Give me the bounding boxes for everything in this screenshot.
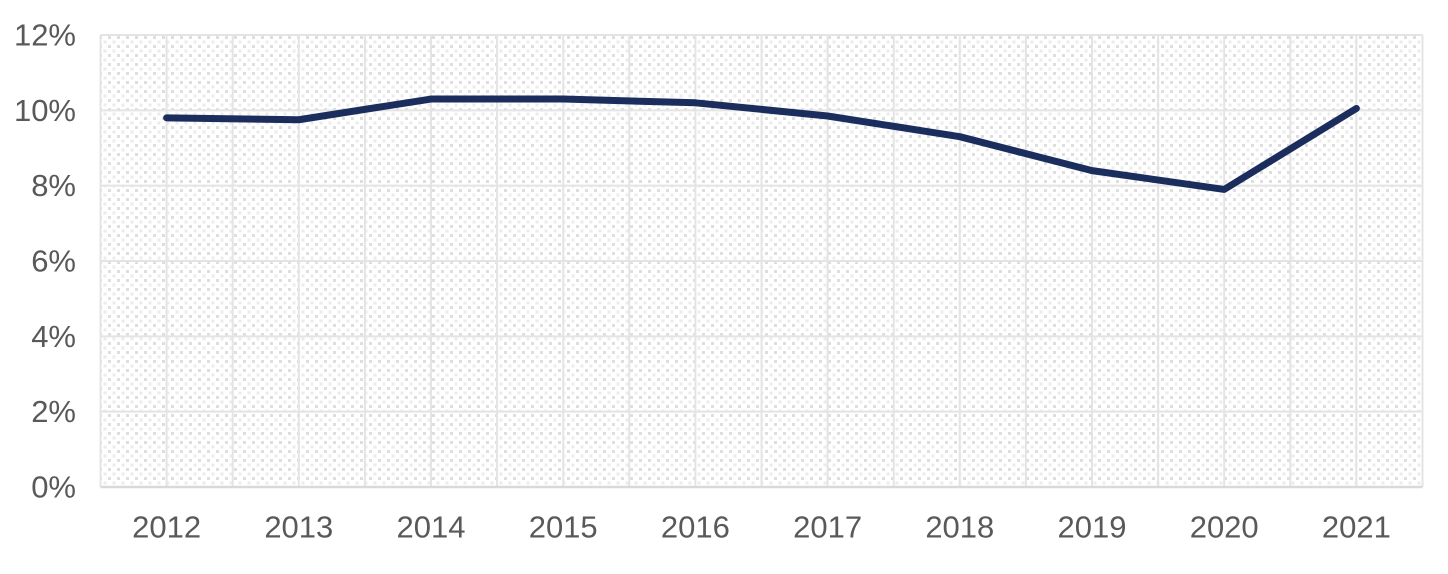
y-axis-tick-label: 12% bbox=[14, 18, 76, 53]
x-axis-tick-label: 2019 bbox=[1058, 510, 1127, 545]
x-axis-tick-label: 2020 bbox=[1190, 510, 1259, 545]
x-axis-tick-label: 2018 bbox=[925, 510, 994, 545]
y-axis-tick-label: 8% bbox=[31, 168, 76, 203]
x-axis-tick-label: 2013 bbox=[264, 510, 333, 545]
y-axis-tick-label: 0% bbox=[31, 470, 76, 505]
y-axis-tick-label: 2% bbox=[31, 394, 76, 429]
x-axis-tick-label: 2012 bbox=[132, 510, 201, 545]
y-axis-tick-label: 6% bbox=[31, 244, 76, 279]
x-axis-tick-label: 2016 bbox=[661, 510, 730, 545]
y-axis-tick-label: 4% bbox=[31, 319, 76, 354]
y-axis-tick-labels: 0% 2% 4% 6% 8% 10% 12% bbox=[14, 18, 76, 505]
x-axis-tick-labels: 2012 2013 2014 2015 2016 2017 2018 2019 2020 2021 bbox=[132, 510, 1391, 545]
data-series-line bbox=[163, 95, 1360, 193]
x-axis-tick-label: 2014 bbox=[397, 510, 466, 545]
x-axis-tick-label: 2021 bbox=[1322, 510, 1391, 545]
x-axis-tick-label: 2015 bbox=[529, 510, 598, 545]
gridlines bbox=[99, 34, 1424, 489]
y-axis-tick-label: 10% bbox=[14, 93, 76, 128]
series-line bbox=[163, 95, 1360, 193]
x-axis-tick-label: 2017 bbox=[793, 510, 862, 545]
